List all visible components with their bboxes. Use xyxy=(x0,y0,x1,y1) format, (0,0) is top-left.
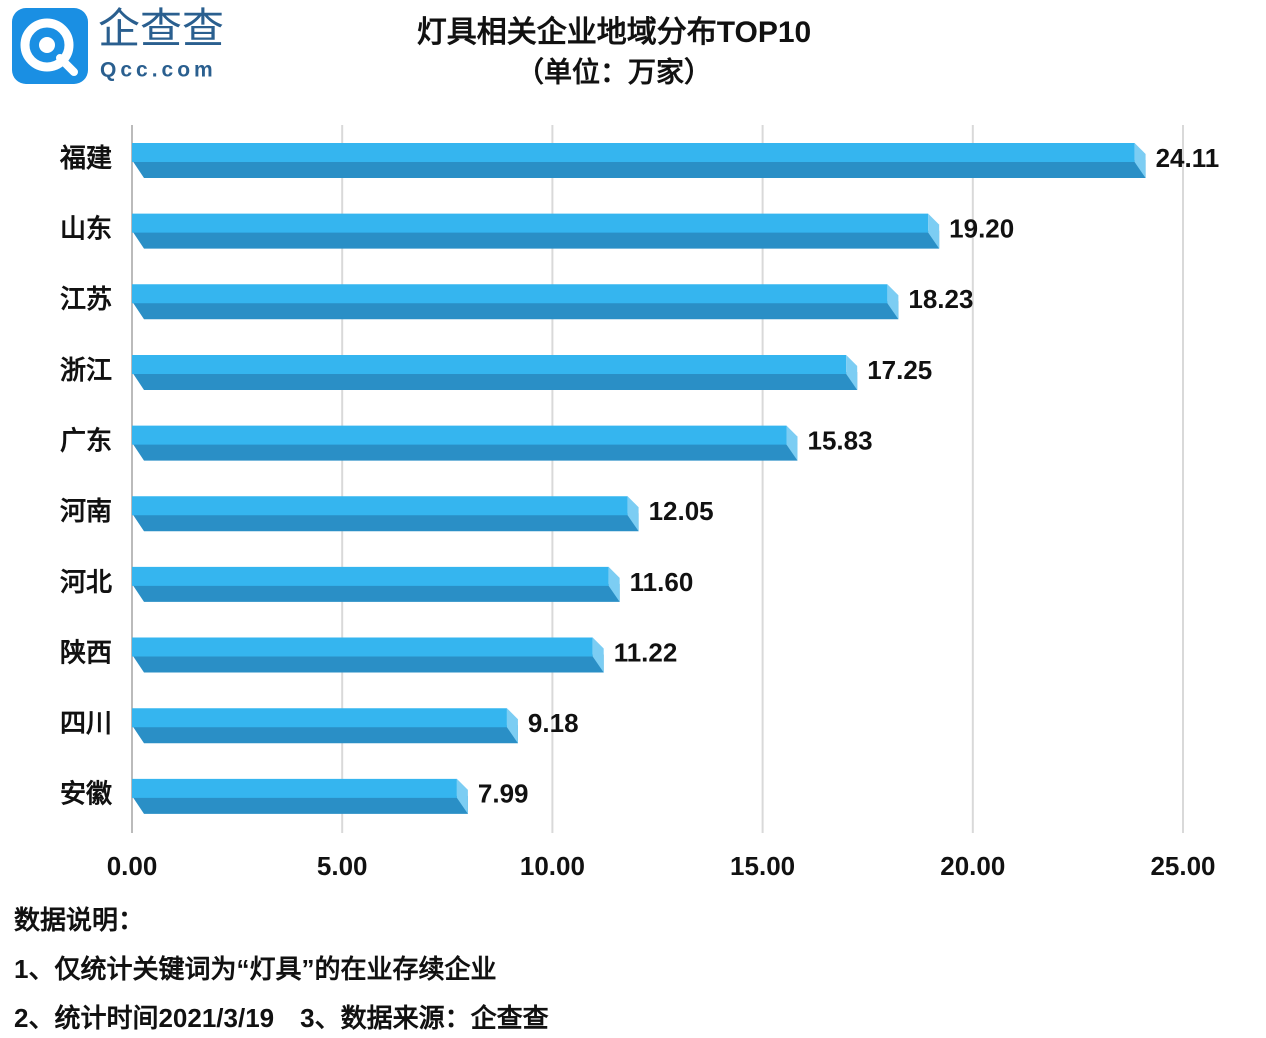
bar-bottom xyxy=(132,160,1146,178)
bar-bottom xyxy=(132,583,620,602)
value-label: 11.60 xyxy=(630,567,694,597)
bar-cap xyxy=(928,213,940,249)
bar-bottom xyxy=(132,301,899,320)
x-tick-label: 5.00 xyxy=(317,851,368,881)
chart-title: 灯具相关企业地域分布TOP10 xyxy=(417,15,812,49)
note: 数据说明： xyxy=(14,905,144,935)
bar xyxy=(132,354,847,374)
bar xyxy=(132,778,457,798)
note: 2、统计时间2021/3/19 3、数据来源：企查查 xyxy=(14,1003,549,1033)
bar-bottom xyxy=(132,513,639,532)
value-label: 11.22 xyxy=(614,637,678,667)
bar-cap xyxy=(1134,143,1146,178)
bar-cap xyxy=(592,637,604,673)
y-tick-label: 浙江 xyxy=(60,355,112,385)
logo-domain: Qcc.com xyxy=(100,59,217,82)
bar xyxy=(132,213,929,233)
bar-bottom xyxy=(132,371,858,390)
logo-ring xyxy=(20,18,74,72)
y-tick-label: 河北 xyxy=(60,567,112,597)
x-tick-label: 10.00 xyxy=(520,851,585,881)
bar-cap xyxy=(846,354,858,390)
bar xyxy=(132,637,593,657)
bar-cap xyxy=(456,778,468,814)
x-tick-label: 20.00 xyxy=(940,851,1005,881)
value-label: 24.11 xyxy=(1156,143,1220,173)
bar-cap xyxy=(786,425,798,461)
bar-cap xyxy=(887,284,899,320)
bar-cap xyxy=(627,496,639,532)
y-tick-label: 安徽 xyxy=(60,779,113,809)
bar xyxy=(132,708,507,728)
y-tick-label: 河南 xyxy=(60,496,112,526)
note: 1、仅统计关键词为“灯具”的在业存续企业 xyxy=(14,954,496,984)
x-tick-label: 0.00 xyxy=(107,851,158,881)
y-tick-label: 陕西 xyxy=(60,637,112,667)
value-label: 18.23 xyxy=(908,284,973,314)
x-tick-label: 25.00 xyxy=(1150,851,1215,881)
bar-cap xyxy=(506,708,518,744)
chart-subtitle: （单位：万家） xyxy=(516,55,712,87)
bar xyxy=(132,496,628,516)
x-tick-label: 15.00 xyxy=(730,851,795,881)
bar-bottom xyxy=(132,725,518,744)
bar xyxy=(132,284,888,304)
value-label: 7.99 xyxy=(478,779,529,809)
bar-cap xyxy=(608,566,620,602)
y-tick-label: 福建 xyxy=(59,143,112,173)
bar xyxy=(132,566,609,586)
logo-tail xyxy=(56,54,78,76)
logo-dot xyxy=(39,37,55,53)
value-label: 19.20 xyxy=(949,214,1014,244)
bar-bottom xyxy=(132,654,604,673)
value-label: 17.25 xyxy=(867,355,932,385)
value-label: 15.83 xyxy=(807,425,872,455)
y-tick-label: 江苏 xyxy=(60,284,112,314)
bar xyxy=(132,425,787,445)
bar-bottom xyxy=(132,795,468,814)
logo-name: 企查查 xyxy=(98,5,224,52)
bar-bottom xyxy=(132,230,940,249)
y-tick-label: 山东 xyxy=(60,214,112,244)
y-tick-label: 四川 xyxy=(60,708,112,738)
y-tick-label: 广东 xyxy=(60,425,112,455)
value-label: 9.18 xyxy=(528,708,579,738)
bar xyxy=(132,143,1135,162)
bar-bottom xyxy=(132,442,798,461)
value-label: 12.05 xyxy=(649,496,714,526)
